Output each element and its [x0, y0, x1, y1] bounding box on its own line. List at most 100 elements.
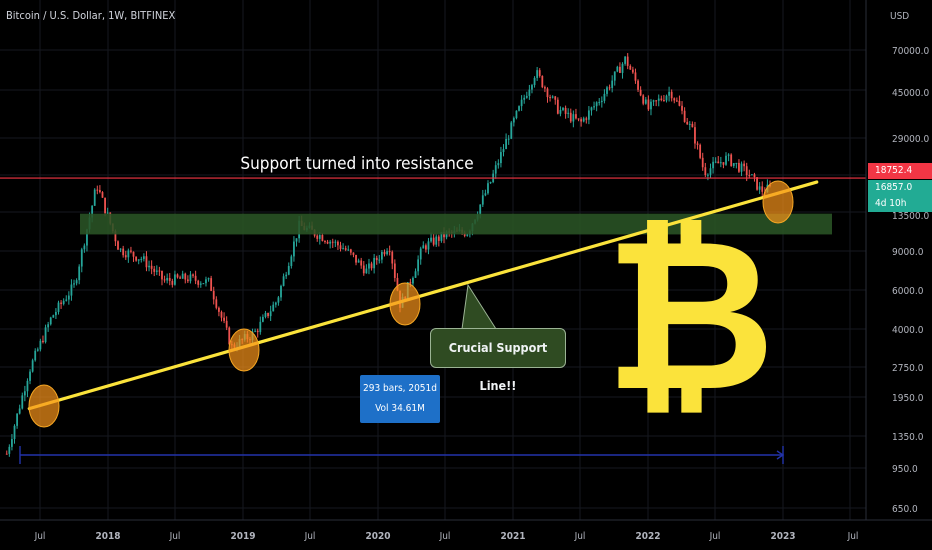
touch-point[interactable] — [228, 328, 260, 372]
candle — [593, 101, 595, 110]
candle — [220, 310, 223, 322]
candle — [83, 243, 86, 253]
resistance-label: Support turned into resistance — [240, 154, 473, 174]
candle — [44, 324, 47, 344]
candle — [295, 238, 298, 247]
candle — [272, 301, 275, 312]
candle — [598, 98, 601, 106]
candle — [132, 251, 135, 262]
support-zone[interactable] — [80, 213, 832, 235]
time-tick-label: Jul — [439, 531, 451, 542]
candle — [709, 163, 712, 179]
candle — [256, 328, 259, 338]
range-volume-label: Vol 34.61M — [375, 403, 425, 414]
candle — [606, 85, 608, 97]
candle — [712, 156, 714, 174]
time-tick-label: 2022 — [635, 531, 660, 542]
candle — [117, 240, 119, 250]
candle — [414, 268, 417, 278]
candle — [18, 404, 21, 415]
candle — [419, 246, 422, 265]
candle — [393, 259, 396, 282]
candle — [613, 71, 616, 86]
price-tick-label: 1950.0 — [892, 393, 924, 404]
range-measure[interactable] — [19, 446, 785, 464]
candle — [541, 75, 544, 89]
time-tick-label: Jul — [169, 531, 181, 542]
candle — [675, 97, 678, 102]
candle — [199, 281, 202, 288]
candle — [644, 96, 647, 105]
candle — [725, 152, 727, 166]
candle — [67, 291, 70, 305]
candle — [621, 62, 624, 79]
candle — [8, 444, 11, 457]
candle — [130, 246, 132, 254]
candle — [163, 275, 166, 283]
candle — [536, 66, 539, 81]
currency-label: USD — [890, 11, 909, 22]
candle — [122, 245, 125, 258]
candle — [722, 162, 725, 169]
candle — [277, 295, 280, 306]
candle — [65, 295, 68, 302]
time-tick-label: 2021 — [500, 531, 525, 542]
touch-point[interactable] — [762, 180, 794, 224]
time-tick-label: Jul — [34, 531, 46, 542]
candle — [16, 413, 18, 429]
candle — [678, 95, 681, 107]
candle — [600, 96, 603, 108]
candle — [192, 273, 194, 278]
candle — [587, 106, 590, 125]
candle — [174, 270, 176, 286]
candle — [57, 300, 60, 315]
candle — [533, 76, 536, 88]
candle — [370, 261, 373, 271]
candle — [60, 300, 62, 309]
candle — [624, 56, 627, 66]
candle — [342, 243, 344, 250]
candle — [595, 101, 598, 112]
candle — [642, 94, 645, 106]
candle — [293, 236, 295, 262]
candle — [735, 162, 738, 169]
candle — [142, 253, 145, 262]
candle — [670, 89, 673, 102]
time-tick-label: Jul — [574, 531, 586, 542]
candle — [347, 245, 350, 252]
candle — [137, 259, 140, 265]
price-tick-label: 650.0 — [892, 504, 918, 515]
candle — [637, 79, 639, 92]
candle — [49, 316, 52, 326]
time-tick-label: Jul — [847, 531, 859, 542]
candle — [80, 247, 83, 273]
candle — [150, 260, 153, 275]
candle — [186, 275, 189, 283]
candle — [528, 84, 531, 100]
candle — [11, 434, 13, 451]
support-trendline[interactable] — [27, 180, 819, 411]
candle — [585, 116, 588, 124]
candle — [357, 258, 360, 263]
candle — [688, 121, 691, 130]
candle — [337, 240, 339, 250]
candle — [93, 188, 96, 206]
candle — [274, 301, 277, 308]
candle — [714, 157, 717, 164]
candle — [55, 308, 57, 320]
candle — [719, 156, 722, 168]
candle — [391, 250, 394, 270]
touch-point[interactable] — [28, 384, 60, 428]
candle — [603, 89, 606, 104]
candle — [580, 117, 583, 127]
candle — [36, 347, 39, 352]
callout-support[interactable]: Crucial Support Line!! — [430, 328, 566, 393]
candle — [39, 338, 42, 352]
candle — [383, 249, 386, 257]
touch-point[interactable] — [389, 282, 421, 326]
candle — [660, 95, 663, 102]
candle — [484, 189, 487, 197]
candle — [70, 279, 73, 301]
